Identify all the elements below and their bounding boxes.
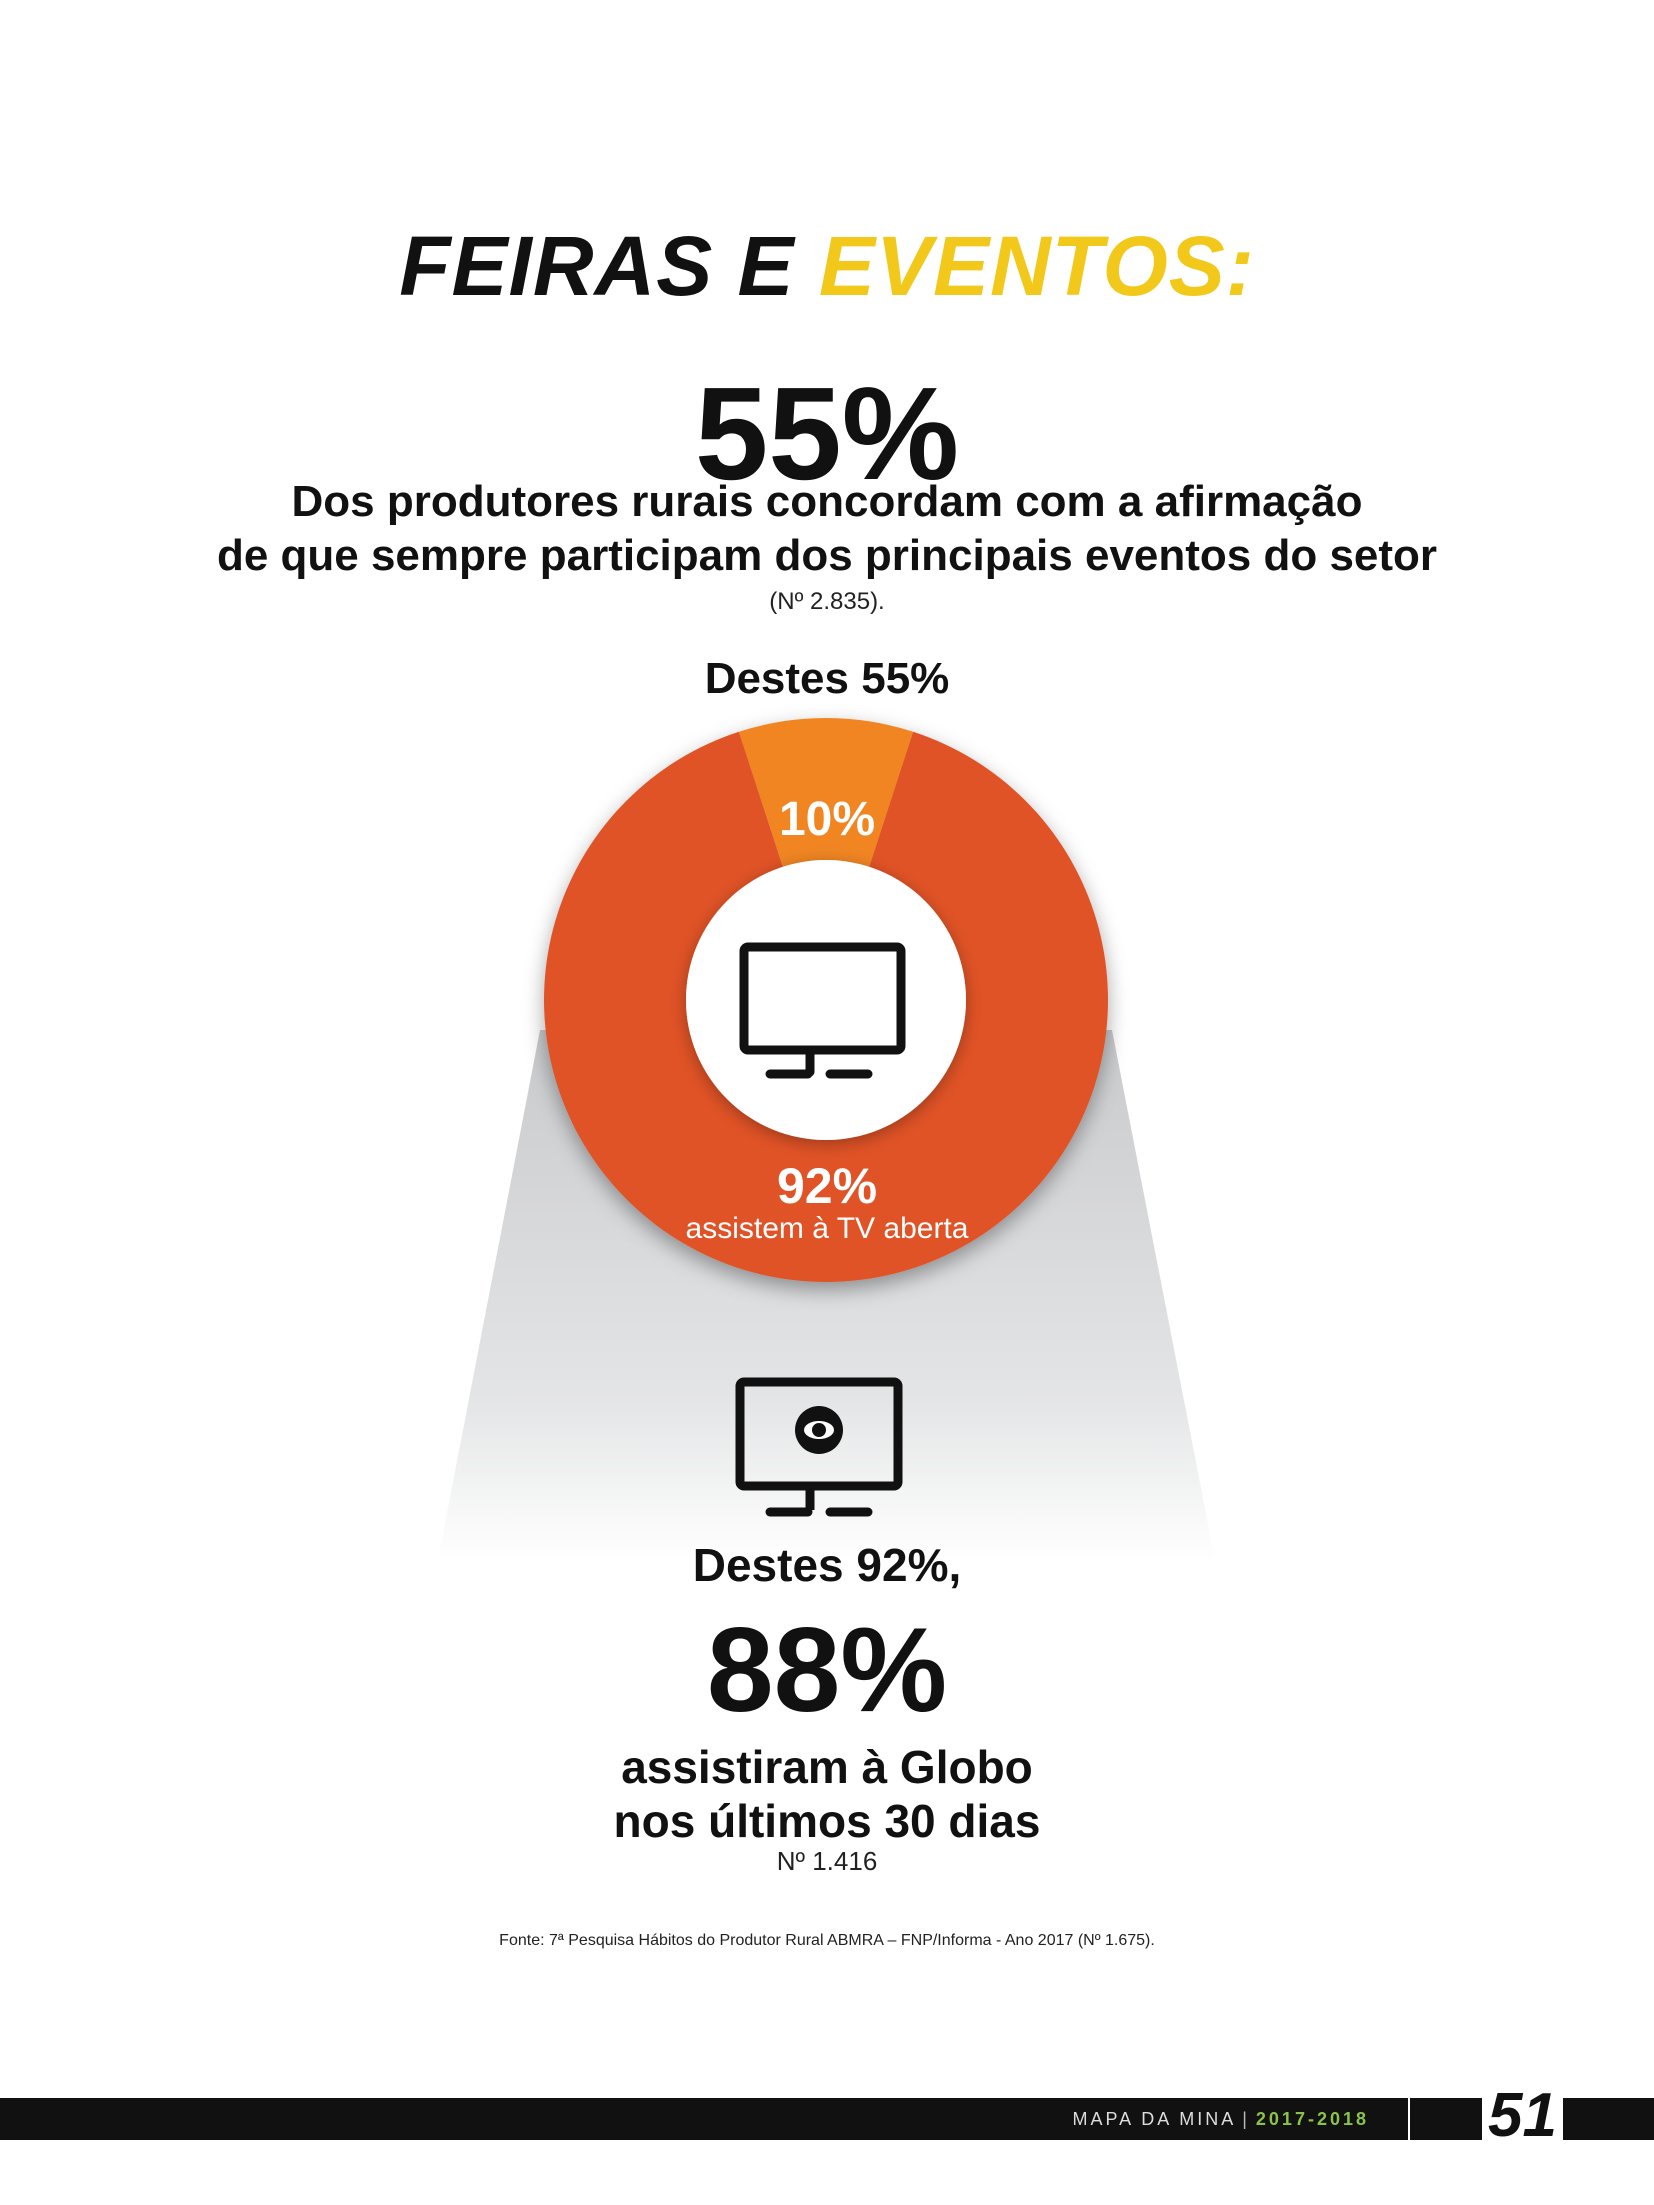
donut-slice-1	[544, 731, 1108, 1282]
sample-size-2: Nº 1.416	[776, 1846, 878, 1876]
slice-label-10: 10%	[778, 793, 876, 846]
headline-line-1: Dos produtores rurais concordam com a af…	[291, 477, 1363, 526]
headline-percentage: 55%	[694, 360, 960, 507]
title-part-black: FEIRAS E	[399, 219, 819, 313]
globo-line-2: nos últimos 30 dias	[613, 1795, 1041, 1847]
page-number: 51	[1482, 2085, 1563, 2147]
source-note: Fonte: 7ª Pesquisa Hábitos do Produtor R…	[499, 1932, 1155, 1949]
page-title: FEIRAS E EVENTOS:	[0, 218, 1654, 315]
destes-92-label: Destes 92%,	[692, 1539, 962, 1591]
globo-line-1: assistiram à Globo	[621, 1741, 1033, 1793]
footer-divider	[1408, 2098, 1410, 2140]
tv-icon	[739, 942, 906, 1079]
headline-line-2: de que sempre participam dos principais …	[216, 531, 1438, 580]
sample-size-1: (Nº 2.835).	[769, 588, 885, 615]
donut-slice-0	[738, 718, 914, 867]
slice-label-92: 92%	[776, 1158, 878, 1214]
headline-text: Dos produtores rurais concordam com a af…	[0, 475, 1654, 583]
donut-hole	[686, 860, 966, 1140]
tv-globo-icon	[735, 1377, 903, 1517]
footer-years: 2017-2018	[1255, 2109, 1369, 2129]
globo-percentage: 88%	[706, 1603, 948, 1737]
destes-55-label: Destes 55%	[704, 654, 950, 703]
slice-sublabel-92: assistem à TV aberta	[685, 1212, 969, 1245]
globo-text: assistiram à Globo nos últimos 30 dias	[0, 1740, 1654, 1848]
footer-brand: MAPA DA MINA | 2017-2018	[1072, 2109, 1369, 2129]
footer-bar	[0, 2098, 1654, 2140]
title-part-yellow: EVENTOS:	[818, 219, 1255, 313]
footer-brand-name: MAPA DA MINA	[1072, 2109, 1237, 2129]
